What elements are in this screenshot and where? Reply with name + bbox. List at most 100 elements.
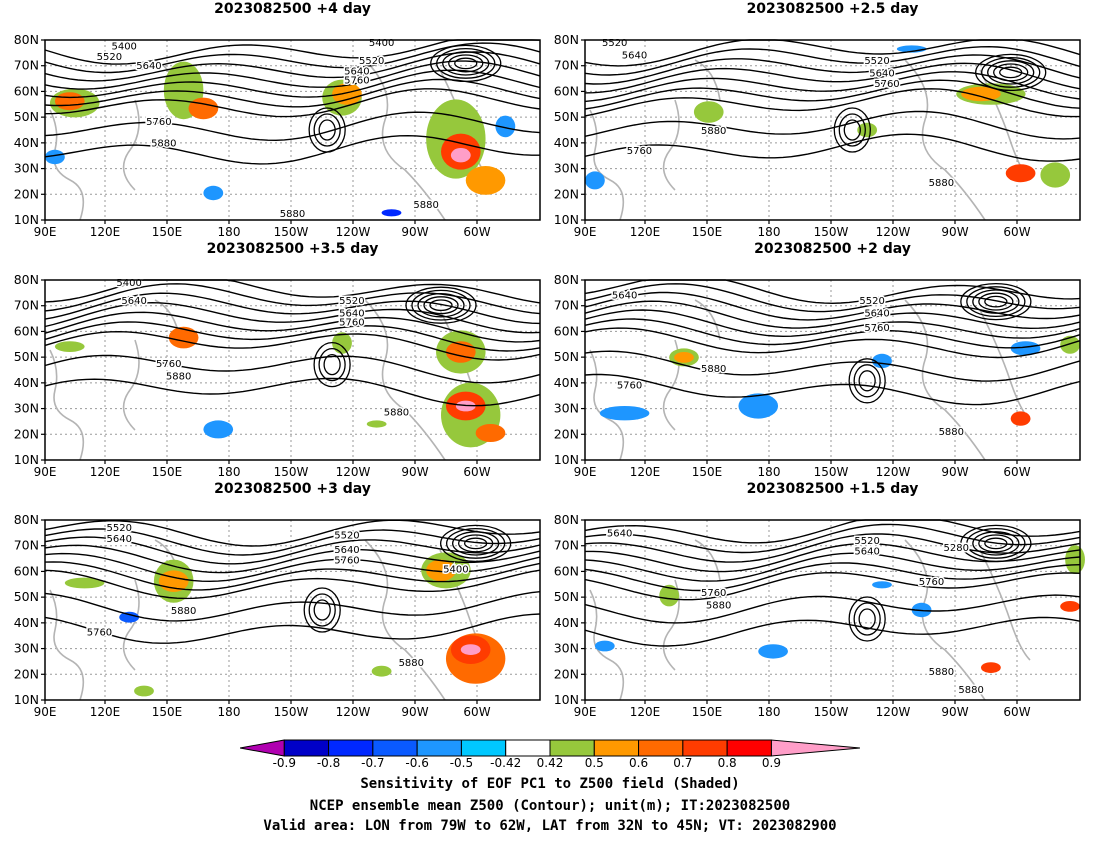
lat-tick-label: 70N [14, 58, 39, 73]
low-centre-contour [981, 56, 1041, 88]
map-panel-plus3-5: 2023082500 +3.5 day 5400 5640 5520 5640 5760… [0, 240, 550, 480]
colorbar-label: -0.9 [272, 756, 296, 770]
low-centre-contour [984, 537, 1008, 550]
low-centre-contour [966, 527, 1026, 559]
coastline [589, 109, 625, 221]
cutoff-low-contour [838, 113, 866, 147]
coastline [904, 539, 986, 701]
low-centre-contour [987, 60, 1035, 85]
contour-label: 5880 [399, 658, 424, 669]
lat-tick-label: 20N [554, 666, 579, 681]
lon-tick-label: 120W [876, 705, 911, 719]
lon-tick-label: 180 [758, 465, 781, 479]
lon-tick-label: 150W [274, 225, 309, 239]
lat-tick-label: 60N [554, 563, 579, 578]
contour-label: 5760 [339, 317, 364, 328]
lat-tick-label: 60N [14, 83, 39, 98]
lat-tick-label: 70N [554, 538, 579, 553]
lat-tick-label: 50N [554, 589, 579, 604]
height-contour [44, 60, 541, 90]
caption-line-2: NCEP ensemble mean Z500 (Contour); unit(… [309, 798, 791, 814]
contour-label: 5640 [607, 529, 632, 540]
contour-label: 5760 [617, 380, 642, 391]
contour-label: 5640 [622, 50, 647, 61]
coastline [364, 539, 446, 701]
low-centre-contour [978, 292, 1014, 311]
contour-label: 5880 [280, 209, 305, 220]
colorbar-swatch [372, 739, 418, 757]
lon-tick-label: 150E [692, 465, 723, 479]
colorbar-swatch [328, 739, 374, 757]
lon-tick-label: 60W [1003, 465, 1030, 479]
sensitivity-shading [450, 148, 471, 163]
cutoff-low-contour [858, 608, 876, 630]
height-contour [584, 133, 1081, 162]
height-contour [584, 54, 1081, 85]
height-contour [44, 330, 541, 361]
lat-tick-label: 10N [554, 692, 579, 707]
sensitivity-shading [1060, 335, 1080, 354]
colorbar-max-triangle [770, 739, 860, 757]
contour-label: 5760 [701, 588, 726, 599]
coastline [49, 589, 85, 701]
colorbar-label: -0.6 [405, 756, 429, 770]
sensitivity-shading [54, 92, 85, 111]
coastline [122, 339, 140, 431]
height-contour [584, 327, 1081, 359]
lat-tick-label: 20N [14, 666, 39, 681]
height-contour [44, 591, 541, 622]
height-contour [44, 613, 541, 644]
lon-tick-label: 90W [401, 225, 428, 239]
lat-tick-label: 10N [554, 452, 579, 467]
lat-tick-label: 40N [14, 615, 39, 630]
colorbar-label: 0.9 [761, 756, 781, 770]
lon-tick-label: 180 [218, 465, 241, 479]
sensitivity-shading [674, 352, 694, 363]
lon-tick-label: 150E [152, 705, 183, 719]
contour-label: 5280 [944, 543, 969, 554]
lon-tick-label: 120W [336, 705, 371, 719]
height-contour [44, 311, 541, 343]
lat-tick-label: 70N [14, 538, 39, 553]
contour-label: 5520 [859, 296, 884, 307]
height-contour [584, 110, 1081, 140]
contour-label: 5760 [87, 628, 112, 639]
sensitivity-shading [1040, 162, 1071, 188]
lat-tick-label: 50N [14, 349, 39, 364]
sensitivity-shading [134, 685, 154, 697]
low-centre-contour [451, 531, 500, 556]
low-centre-contour [436, 47, 496, 79]
panel-title: 2023082500 +2.5 day [746, 1, 919, 17]
colorbar: -0.9 -0.8 -0.7 -0.6 -0.5 -0.42 0.42 0.5 0.6 0.7 0.… [240, 738, 860, 778]
colorbar-swatch [460, 739, 507, 757]
sensitivity-shading [45, 149, 65, 165]
low-centre-contour [423, 296, 459, 315]
low-centre-contour [463, 537, 488, 550]
contour-label: 5880 [171, 606, 196, 617]
sensitivity-shading [585, 171, 605, 190]
low-centre-contour [978, 534, 1014, 553]
sensitivity-shading [738, 393, 779, 419]
height-contour [584, 562, 1081, 592]
colorbar-min-triangle [240, 739, 285, 757]
lat-tick-label: 40N [554, 375, 579, 390]
colorbar-swatch [416, 739, 462, 757]
cutoff-low-contour [313, 599, 331, 621]
contour-label: 5880 [701, 364, 726, 375]
map-panel-plus3: 2023082500 +3 day 5520 5640 5520 5640 5760 54… [0, 480, 550, 720]
lon-tick-label: 120W [336, 465, 371, 479]
height-contour [44, 279, 541, 304]
colorbar-label: -0.5 [449, 756, 474, 770]
lat-tick-label: 50N [14, 109, 39, 124]
height-contour [44, 88, 541, 118]
lat-tick-label: 30N [14, 161, 39, 176]
colorbar-label: -0.42 [490, 756, 522, 770]
colorbar-label: 0.5 [584, 756, 604, 770]
low-centre-contour [975, 53, 1047, 92]
height-contour [584, 45, 1081, 76]
lon-tick-label: 120W [876, 465, 911, 479]
lon-tick-label: 90W [941, 465, 968, 479]
lat-tick-label: 60N [14, 323, 39, 338]
lon-tick-label: 90E [34, 465, 57, 479]
height-contour [44, 134, 540, 165]
